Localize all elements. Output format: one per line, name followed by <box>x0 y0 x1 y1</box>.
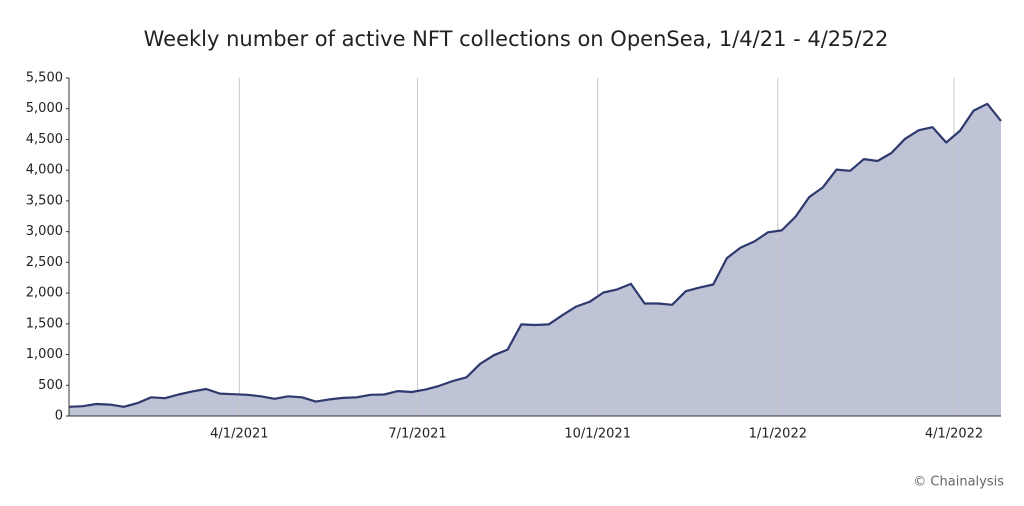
y-tick-label: 2,500 <box>26 255 63 270</box>
y-tick-label: 3,500 <box>26 193 63 208</box>
chart-title: Weekly number of active NFT collections … <box>144 27 889 51</box>
y-tick-label: 2,000 <box>26 286 63 301</box>
area <box>69 103 1001 417</box>
x-tick-label: 10/1/2021 <box>564 427 631 442</box>
y-tick-label: 500 <box>38 378 63 393</box>
y-tick-label: 0 <box>55 409 63 424</box>
credit: © Chainalysis <box>913 475 1004 490</box>
x-tick-label: 1/1/2022 <box>749 427 807 442</box>
line <box>68 102 1002 408</box>
y-tick-label: 4,000 <box>26 163 63 178</box>
y-tick-label: 3,000 <box>26 224 63 239</box>
y-tick-label: 1,500 <box>26 316 63 331</box>
x-tick-label: 4/1/2022 <box>925 427 983 442</box>
y-tick-label: 4,500 <box>26 132 63 147</box>
y-tick-label: 1,000 <box>26 347 63 362</box>
y-tick-label: 5,000 <box>26 101 63 116</box>
x-tick-label: 7/1/2021 <box>388 427 446 442</box>
y-tick-label: 5,500 <box>26 71 63 86</box>
x-tick-label: 4/1/2021 <box>210 427 268 442</box>
